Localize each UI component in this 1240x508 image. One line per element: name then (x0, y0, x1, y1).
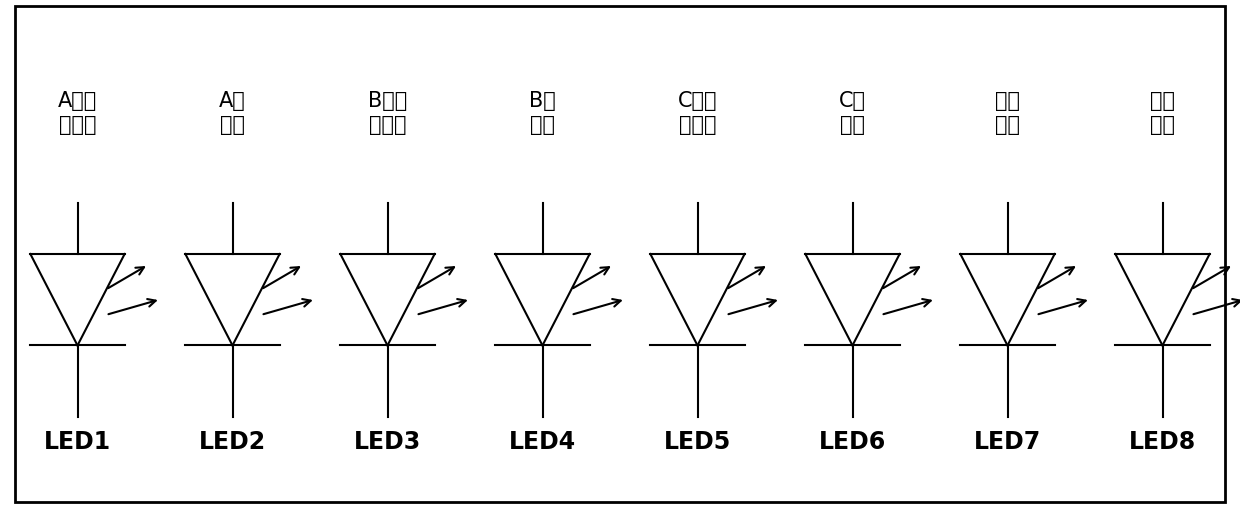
Text: 欠压
保护: 欠压 保护 (994, 91, 1021, 135)
Text: LED1: LED1 (43, 430, 112, 454)
Text: LED8: LED8 (1128, 430, 1197, 454)
Text: LED3: LED3 (353, 430, 422, 454)
Text: A相局
部短路: A相局 部短路 (58, 91, 97, 135)
Text: C相局
部短路: C相局 部短路 (678, 91, 717, 135)
Text: A相
缺相: A相 缺相 (219, 91, 246, 135)
Text: C相
缺相: C相 缺相 (839, 91, 866, 135)
Text: LED6: LED6 (818, 430, 887, 454)
Text: LED5: LED5 (663, 430, 732, 454)
Text: B相局
部短路: B相局 部短路 (368, 91, 407, 135)
Text: B相
缺相: B相 缺相 (529, 91, 556, 135)
Text: 过压
保护: 过压 保护 (1149, 91, 1176, 135)
Text: LED7: LED7 (973, 430, 1042, 454)
Text: LED4: LED4 (508, 430, 577, 454)
Text: LED2: LED2 (198, 430, 267, 454)
